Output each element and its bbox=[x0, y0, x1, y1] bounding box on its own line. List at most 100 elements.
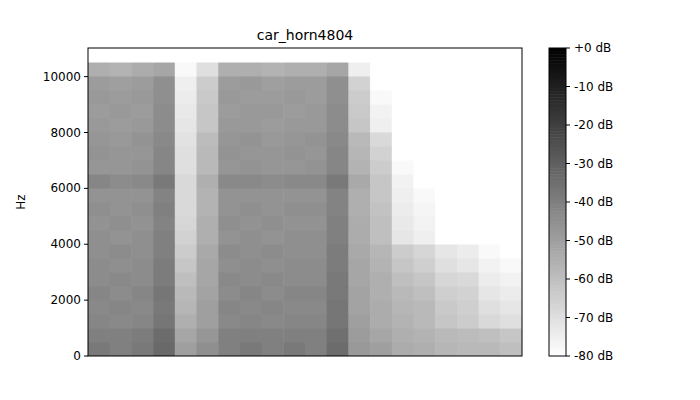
cell bbox=[457, 76, 479, 91]
y-tick-label: 10000 bbox=[43, 70, 81, 84]
cell bbox=[305, 244, 327, 259]
cell bbox=[392, 132, 414, 147]
cell bbox=[240, 202, 262, 217]
cell bbox=[131, 342, 153, 356]
cell bbox=[240, 62, 262, 77]
cell bbox=[305, 104, 327, 119]
cell bbox=[327, 76, 349, 91]
cell bbox=[175, 286, 197, 301]
cell bbox=[283, 328, 305, 343]
cell bbox=[327, 272, 349, 287]
cell bbox=[218, 202, 240, 217]
colorbar-tick-label: -60 dB bbox=[574, 272, 613, 286]
cell bbox=[283, 314, 305, 329]
cell bbox=[110, 258, 132, 273]
cell bbox=[110, 76, 132, 91]
colorbar-tick-label: -70 dB bbox=[574, 311, 613, 325]
cell bbox=[500, 286, 522, 301]
cell bbox=[414, 300, 436, 315]
cell bbox=[262, 328, 284, 343]
cell bbox=[153, 174, 175, 189]
cell bbox=[457, 300, 479, 315]
cell bbox=[175, 230, 197, 245]
cell bbox=[348, 272, 370, 287]
cell bbox=[262, 62, 284, 77]
cell bbox=[283, 118, 305, 133]
cell bbox=[88, 76, 110, 91]
cell bbox=[240, 300, 262, 315]
cell bbox=[283, 230, 305, 245]
cell bbox=[500, 258, 522, 273]
cell bbox=[392, 230, 414, 245]
cell bbox=[457, 216, 479, 231]
cell bbox=[370, 118, 392, 133]
colorbar-step bbox=[549, 103, 566, 107]
cell bbox=[392, 118, 414, 133]
colorbar-step bbox=[549, 70, 566, 74]
cell bbox=[283, 174, 305, 189]
colorbar-tick-label: -50 dB bbox=[574, 234, 613, 248]
colorbar-step bbox=[549, 227, 566, 231]
cell bbox=[153, 118, 175, 133]
cell bbox=[197, 90, 219, 105]
cell bbox=[348, 104, 370, 119]
cell bbox=[283, 216, 305, 231]
cell bbox=[262, 90, 284, 105]
cell bbox=[457, 244, 479, 259]
cell bbox=[348, 90, 370, 105]
cell bbox=[175, 132, 197, 147]
cell bbox=[500, 300, 522, 315]
colorbar-step bbox=[549, 310, 566, 314]
cell bbox=[175, 300, 197, 315]
colorbar-step bbox=[549, 97, 566, 101]
cell bbox=[153, 62, 175, 77]
cell bbox=[175, 118, 197, 133]
cell bbox=[218, 174, 240, 189]
colorbar-step bbox=[549, 261, 566, 265]
cell bbox=[240, 216, 262, 231]
cell bbox=[327, 90, 349, 105]
colorbar-step bbox=[549, 131, 566, 135]
cell bbox=[348, 216, 370, 231]
colorbar-step bbox=[549, 165, 566, 169]
cell bbox=[500, 216, 522, 231]
cell bbox=[500, 104, 522, 119]
cell bbox=[131, 272, 153, 287]
colorbar-tick bbox=[566, 48, 570, 49]
colorbar-step bbox=[549, 344, 566, 348]
colorbar-step bbox=[549, 66, 566, 70]
cell bbox=[392, 104, 414, 119]
cell bbox=[500, 174, 522, 189]
cell bbox=[348, 160, 370, 175]
cell bbox=[175, 328, 197, 343]
cell bbox=[197, 244, 219, 259]
y-tick-label: 8000 bbox=[50, 126, 81, 140]
y-tick bbox=[84, 132, 88, 133]
colorbar-step bbox=[549, 51, 566, 55]
colorbar-step bbox=[549, 282, 566, 286]
cell bbox=[218, 300, 240, 315]
cell bbox=[110, 174, 132, 189]
cell bbox=[500, 328, 522, 343]
cell bbox=[500, 244, 522, 259]
cell bbox=[500, 90, 522, 105]
colorbar-step bbox=[549, 174, 566, 178]
cell bbox=[240, 146, 262, 161]
cell bbox=[131, 146, 153, 161]
cell bbox=[435, 160, 457, 175]
colorbar-step bbox=[549, 211, 566, 215]
cell bbox=[110, 90, 132, 105]
cell bbox=[500, 76, 522, 91]
colorbar-tick-label: +0 dB bbox=[574, 41, 611, 55]
cell bbox=[110, 118, 132, 133]
cell bbox=[218, 216, 240, 231]
colorbar-step bbox=[549, 273, 566, 277]
cell bbox=[283, 342, 305, 356]
cell bbox=[392, 328, 414, 343]
colorbar-step bbox=[549, 140, 566, 144]
cell bbox=[197, 230, 219, 245]
colorbar-tick-label: -80 dB bbox=[574, 349, 613, 363]
colorbar-step bbox=[549, 264, 566, 268]
cell bbox=[414, 314, 436, 329]
cell bbox=[131, 90, 153, 105]
